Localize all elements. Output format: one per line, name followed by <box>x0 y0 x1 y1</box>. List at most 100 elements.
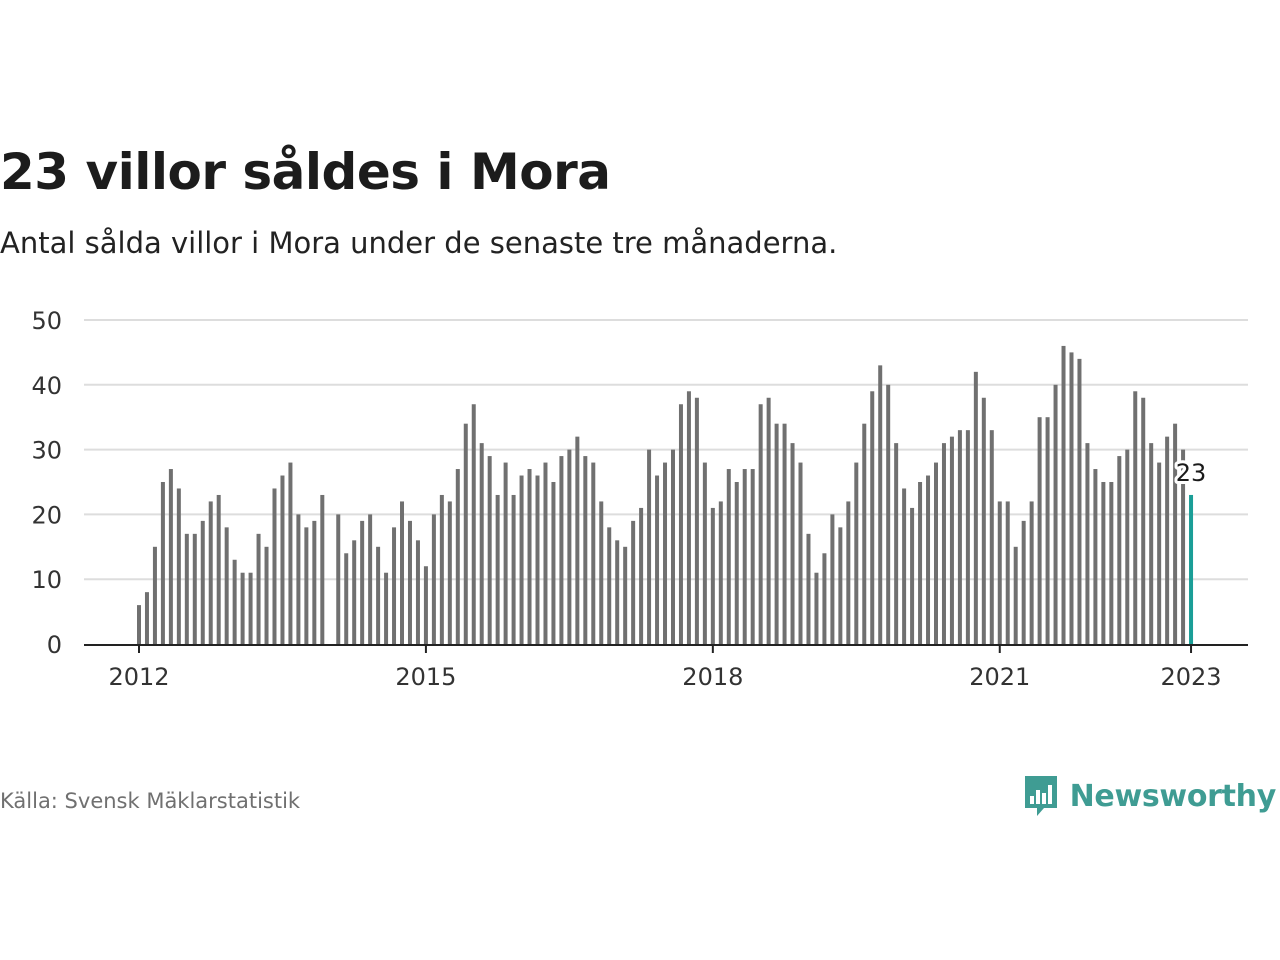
highlight-bar <box>1189 494 1194 644</box>
bar-chart: 0 10 20 30 40 50 2012 2015 2018 2021 2023 23 <box>31 307 1248 691</box>
bar <box>1157 462 1162 644</box>
bar <box>336 514 341 644</box>
bar <box>710 507 715 644</box>
bar <box>272 488 277 644</box>
bar <box>814 572 819 644</box>
bar <box>694 397 699 644</box>
bar <box>655 475 660 644</box>
bar <box>647 449 652 644</box>
bar <box>742 469 747 644</box>
bar <box>718 501 723 644</box>
bar <box>1037 417 1042 644</box>
bar <box>957 430 962 644</box>
x-tick-label: 2012 <box>108 663 169 691</box>
bar <box>1109 482 1114 644</box>
y-tick-label: 40 <box>31 372 62 400</box>
bar <box>941 443 946 644</box>
bar <box>766 397 771 644</box>
chart-subtitle: Antal sålda villor i Mora under de senas… <box>0 226 838 260</box>
bar <box>1101 482 1106 644</box>
bar <box>543 462 548 644</box>
highlight-value-label: 23 <box>1176 459 1207 487</box>
bar <box>192 533 197 644</box>
newsworthy-chart-bubble-icon <box>1024 776 1057 816</box>
bar <box>830 514 835 644</box>
bar <box>902 488 907 644</box>
bar <box>360 520 365 644</box>
bar <box>296 514 301 644</box>
bar <box>264 546 269 644</box>
bar <box>232 559 237 644</box>
x-tick-label: 2018 <box>682 663 743 691</box>
bar <box>144 592 149 644</box>
bar <box>137 605 141 644</box>
bar <box>1117 456 1122 644</box>
brand-logo: Newsworthy <box>1022 772 1276 820</box>
bar <box>1069 352 1074 644</box>
bar <box>583 456 588 644</box>
bar <box>870 391 875 644</box>
bar <box>758 404 763 644</box>
bar <box>216 494 221 644</box>
bar <box>240 572 245 644</box>
bar <box>575 436 580 644</box>
bar <box>1149 443 1154 644</box>
brand-name: Newsworthy <box>1069 778 1277 814</box>
bar <box>352 540 357 644</box>
bar <box>607 527 612 644</box>
bar <box>407 520 412 644</box>
bar <box>846 501 851 644</box>
bar <box>208 501 213 644</box>
bar <box>822 553 827 644</box>
bar <box>1181 449 1186 644</box>
bar <box>734 482 739 644</box>
bar <box>567 449 572 644</box>
x-axis-ticks: 2012 2015 2018 2021 2023 <box>108 645 1222 691</box>
bar <box>663 462 668 644</box>
bar <box>599 501 604 644</box>
bar <box>1005 501 1010 644</box>
bar <box>256 533 261 644</box>
bar <box>838 527 843 644</box>
bar <box>1093 469 1098 644</box>
bar <box>224 527 229 644</box>
bar <box>997 501 1002 644</box>
bar <box>344 553 349 644</box>
bar <box>726 469 731 644</box>
y-tick-label: 10 <box>31 566 62 594</box>
y-tick-label: 20 <box>31 501 62 529</box>
bar <box>965 430 970 644</box>
bar <box>639 507 644 644</box>
bar <box>934 462 938 644</box>
bar <box>400 501 405 644</box>
bar <box>790 443 795 644</box>
x-tick-label: 2023 <box>1161 663 1222 691</box>
bar <box>1061 345 1066 644</box>
bar <box>479 443 484 644</box>
bar <box>926 475 931 644</box>
y-tick-label: 30 <box>31 437 62 465</box>
bar <box>1013 546 1018 644</box>
bar <box>615 540 620 644</box>
bar <box>376 546 381 644</box>
bar <box>862 423 867 644</box>
bar <box>447 501 452 644</box>
bar <box>471 404 476 644</box>
bar <box>670 449 675 644</box>
bar <box>1173 423 1178 644</box>
bar <box>152 546 157 644</box>
bar <box>981 397 986 644</box>
bar <box>894 443 899 644</box>
bar <box>423 566 428 644</box>
bar <box>989 430 994 644</box>
bar <box>535 475 540 644</box>
bar <box>160 482 165 644</box>
bar <box>551 482 556 644</box>
bar <box>415 540 420 644</box>
bar <box>280 475 285 644</box>
x-tick-label: 2015 <box>395 663 456 691</box>
bar <box>168 469 173 644</box>
bar <box>1125 449 1130 644</box>
bar <box>949 436 954 644</box>
bar <box>431 514 436 644</box>
